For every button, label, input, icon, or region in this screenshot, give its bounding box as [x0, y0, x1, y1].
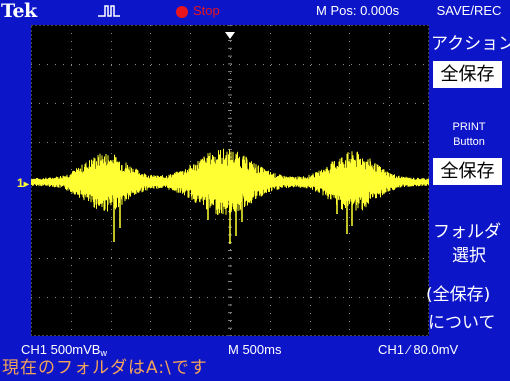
menu-divider [428, 278, 510, 279]
menu-button-about[interactable]: (全保存) について [426, 280, 510, 342]
folder-label: フォルダ [433, 222, 501, 242]
about-label-line2: について [428, 313, 496, 333]
menu-button-folder-select[interactable]: フォルダ 選択 [428, 215, 510, 275]
trigger-waveform-icon [98, 5, 120, 17]
channel-1-marker: 1▸ [17, 176, 29, 190]
print-value: 全保存 [433, 158, 502, 185]
acquisition-status: Stop [193, 3, 220, 18]
trigger-position-icon [225, 32, 235, 39]
top-status-bar: Tek Stop M Pos: 0.000s [0, 0, 428, 23]
menu-divider [428, 94, 510, 95]
print-label-button: Button [453, 136, 485, 148]
waveform-display [31, 25, 429, 336]
menu-button-action[interactable]: アクション 全保存 [428, 23, 510, 93]
print-label: PRINT [452, 121, 486, 133]
menu-title: SAVE/REC [436, 3, 502, 18]
folder-label-select: 選択 [452, 246, 486, 266]
status-message: 現在のフォルダはA:\です [2, 358, 208, 378]
trigger-readout: CH1 ∕ 80.0mV [378, 342, 459, 357]
action-label: アクション [431, 34, 510, 54]
menu-button-print[interactable]: PRINT Button 全保存 [428, 100, 510, 190]
action-value: 全保存 [433, 61, 502, 88]
brand-logo: Tek [1, 0, 37, 22]
about-label: (全保存) [426, 285, 491, 305]
channel-1-trace [31, 148, 429, 244]
save-recall-menu: SAVE/REC アクション 全保存 PRINT Button 全保存 フォルダ… [426, 0, 510, 343]
ch1-scale-readout: CH1 500mVBw [21, 342, 107, 358]
stop-indicator-icon [176, 6, 188, 18]
timebase-readout: M 500ms [228, 342, 282, 357]
menu-divider [428, 212, 510, 213]
horizontal-position: M Pos: 0.000s [316, 3, 400, 18]
